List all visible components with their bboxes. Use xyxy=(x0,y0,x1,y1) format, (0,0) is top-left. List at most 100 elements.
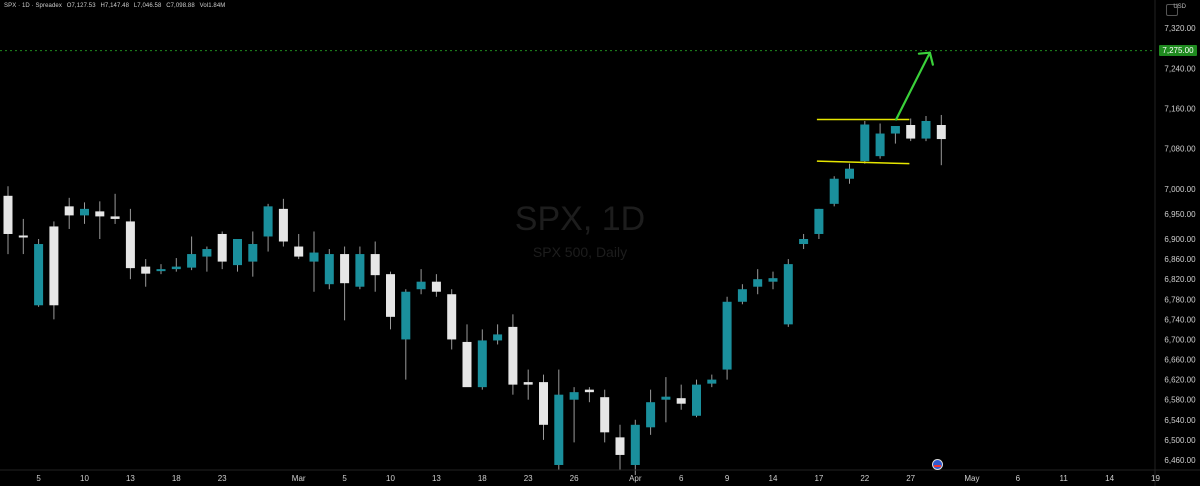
channel-lower-line[interactable] xyxy=(816,160,910,165)
currency-label[interactable]: USD xyxy=(1173,4,1186,10)
price-tick-label: 7,320.00 xyxy=(1164,24,1196,33)
candle xyxy=(569,387,579,443)
candle-body xyxy=(340,254,350,284)
candle-body xyxy=(783,264,793,325)
candle-body xyxy=(523,382,533,385)
candle xyxy=(309,231,319,292)
time-tick-label: 17 xyxy=(814,474,823,483)
candle xyxy=(64,197,74,229)
candle xyxy=(845,163,854,184)
candle xyxy=(431,274,441,297)
price-tick-label: 6,500.00 xyxy=(1164,436,1196,445)
open-value: O7,127.53 xyxy=(66,3,96,9)
candle xyxy=(936,114,946,166)
candle-body xyxy=(615,437,625,455)
time-tick-label: 19 xyxy=(1151,474,1160,483)
candle-body xyxy=(95,211,105,217)
time-tick-label: 22 xyxy=(860,474,869,483)
candle xyxy=(263,203,273,252)
candle-body xyxy=(248,244,258,262)
time-tick-label: 23 xyxy=(524,474,533,483)
candle xyxy=(630,419,640,476)
candle-body xyxy=(554,394,564,465)
candle xyxy=(125,208,135,280)
candles-group xyxy=(3,114,946,476)
candle-body xyxy=(661,396,671,400)
candle xyxy=(875,123,885,159)
time-tick-label: 13 xyxy=(432,474,441,483)
candle-body xyxy=(829,178,839,204)
time-tick-label: 6 xyxy=(679,474,684,483)
price-tick-label: 6,620.00 xyxy=(1164,376,1196,385)
candle xyxy=(676,384,686,410)
candle-body xyxy=(921,120,931,139)
candle xyxy=(187,236,197,271)
candle-body xyxy=(386,274,395,317)
candle xyxy=(707,374,717,388)
candle-body xyxy=(477,340,487,388)
close-value: C7,098.88 xyxy=(166,3,195,9)
arrow-shaft[interactable] xyxy=(894,51,931,121)
candle-body xyxy=(722,301,732,370)
candle-body xyxy=(462,341,472,388)
candle xyxy=(141,259,151,287)
candle xyxy=(615,424,625,470)
candle xyxy=(217,231,227,270)
symbol-label[interactable]: SPX · 1D · Spreadex xyxy=(4,3,62,9)
candle-body xyxy=(814,208,824,234)
candle xyxy=(477,329,487,390)
time-tick-label: May xyxy=(964,474,979,483)
candle xyxy=(401,289,411,380)
candle xyxy=(110,193,120,224)
candle xyxy=(34,239,44,307)
price-tick-label: 6,460.00 xyxy=(1164,456,1196,465)
candle-body xyxy=(324,254,334,285)
candle xyxy=(370,241,380,292)
candle-body xyxy=(3,195,13,234)
candle-body xyxy=(860,124,870,162)
candle-body xyxy=(110,216,120,219)
candle xyxy=(248,231,258,277)
price-channel xyxy=(816,118,910,165)
low-value: L7,046.58 xyxy=(133,3,162,9)
candle xyxy=(49,221,59,320)
time-axis: 5 10 13 18 23 Mar 5 10 13 18 23 26 Apr 6 9 14 17 22 27 May 6… xyxy=(0,469,1200,483)
candle xyxy=(692,379,701,418)
candle xyxy=(584,387,594,403)
candle-body xyxy=(493,334,503,341)
price-tick-label: 6,540.00 xyxy=(1164,416,1196,425)
candle-body xyxy=(845,168,854,179)
candle xyxy=(783,259,793,327)
time-tick-label: 14 xyxy=(769,474,778,483)
candle-body xyxy=(600,397,610,433)
candle-body xyxy=(539,382,548,425)
candle xyxy=(355,246,365,290)
candle-body xyxy=(799,239,809,245)
candle-body xyxy=(646,402,656,428)
candle xyxy=(3,186,13,255)
candle-body xyxy=(18,235,28,238)
candle xyxy=(233,239,242,272)
candle-body xyxy=(936,125,946,140)
price-tick-label: 7,240.00 xyxy=(1164,64,1196,73)
candle-body xyxy=(401,291,411,340)
candle xyxy=(921,115,931,142)
candle xyxy=(646,389,656,435)
candle-body xyxy=(676,398,686,404)
price-tick-label: 7,160.00 xyxy=(1164,104,1196,113)
candle-body xyxy=(80,208,89,216)
settings-icon[interactable] xyxy=(1166,4,1178,16)
time-tick-label: 10 xyxy=(80,474,89,483)
time-tick-label: 9 xyxy=(725,474,730,483)
candle-body xyxy=(187,254,197,268)
price-tick-label: 6,700.00 xyxy=(1164,335,1196,344)
candle xyxy=(906,118,916,142)
candle xyxy=(829,176,839,207)
candle-body xyxy=(217,233,227,262)
time-tick-label: 23 xyxy=(218,474,227,483)
time-tick-label: 10 xyxy=(386,474,395,483)
us-flag-event-icon[interactable] xyxy=(932,459,943,470)
candle xyxy=(294,233,304,260)
price-tick-label: 6,860.00 xyxy=(1164,255,1196,264)
